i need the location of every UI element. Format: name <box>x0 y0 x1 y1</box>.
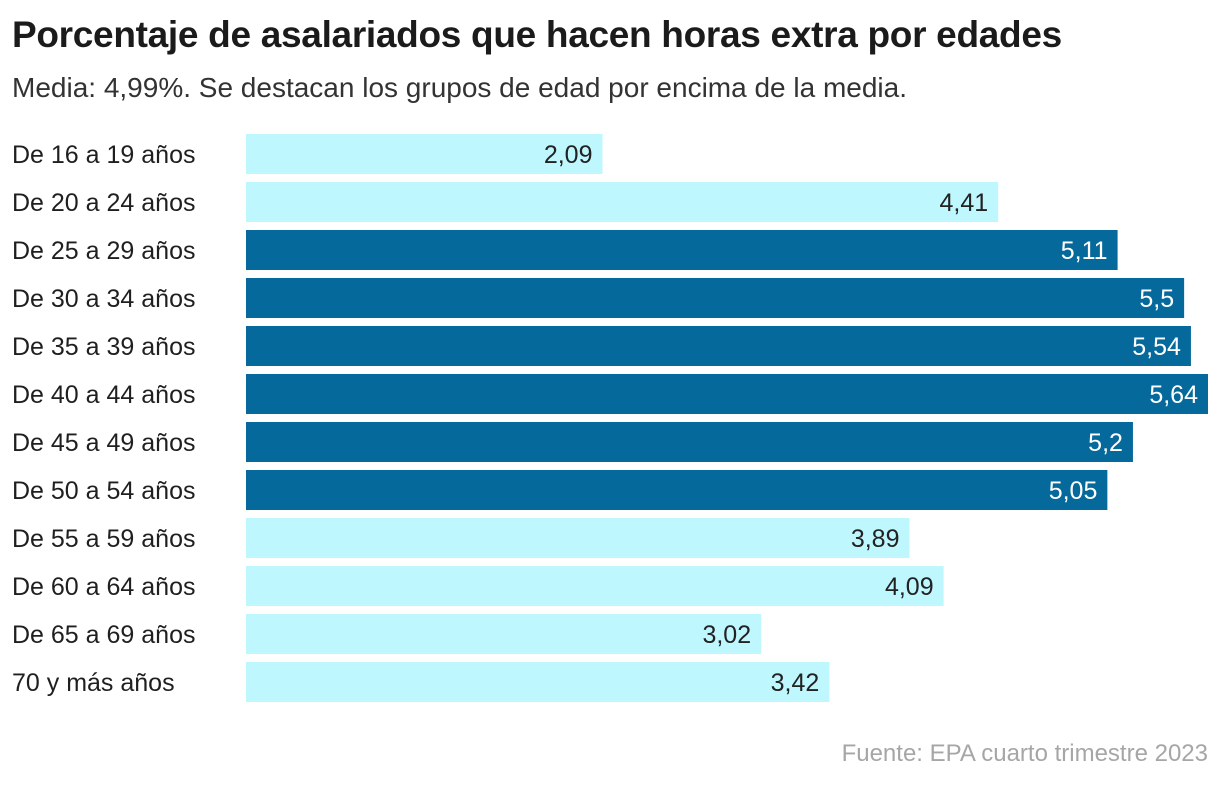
category-label: De 30 a 34 años <box>12 285 195 313</box>
category-label: De 65 a 69 años <box>12 621 195 649</box>
bar <box>246 230 1118 270</box>
value-label: 2,09 <box>544 141 593 169</box>
category-label: De 35 a 39 años <box>12 333 195 361</box>
category-label: De 60 a 64 años <box>12 573 195 601</box>
source-note: Fuente: EPA cuarto trimestre 2023 <box>841 740 1208 767</box>
bar <box>246 278 1185 318</box>
bar <box>246 470 1108 510</box>
value-label: 5,05 <box>1049 477 1098 505</box>
category-label: De 45 a 49 años <box>12 429 195 457</box>
bar <box>246 566 944 606</box>
chart-subtitle: Media: 4,99%. Se destacan los grupos de … <box>12 72 908 103</box>
value-label: 4,41 <box>940 189 989 217</box>
bar <box>246 182 999 222</box>
category-label: 70 y más años <box>12 669 175 697</box>
category-label: De 25 a 29 años <box>12 237 195 265</box>
bar <box>246 518 910 558</box>
value-label: 5,64 <box>1149 381 1198 409</box>
value-label: 5,2 <box>1088 429 1123 457</box>
bar <box>246 326 1191 366</box>
bar <box>246 662 830 702</box>
bar <box>246 134 603 174</box>
category-label: De 16 a 19 años <box>12 141 195 169</box>
value-label: 5,11 <box>1061 237 1108 265</box>
category-label: De 20 a 24 años <box>12 189 195 217</box>
bars-group: De 16 a 19 años 2,09 De 20 a 24 años 4,41 De… <box>12 134 1208 702</box>
bar <box>246 422 1133 462</box>
value-label: 5,54 <box>1132 333 1181 361</box>
value-label: 3,02 <box>702 621 751 649</box>
category-label: De 55 a 59 años <box>12 525 195 553</box>
value-label: 3,89 <box>851 525 900 553</box>
bar <box>246 374 1208 414</box>
chart-title: Porcentaje de asalariados que hacen hora… <box>12 14 1062 55</box>
category-label: De 40 a 44 años <box>12 381 195 409</box>
category-label: De 50 a 54 años <box>12 477 195 505</box>
value-label: 5,5 <box>1139 285 1174 313</box>
bar <box>246 614 762 654</box>
value-label: 4,09 <box>885 573 934 601</box>
value-label: 3,42 <box>771 669 820 697</box>
